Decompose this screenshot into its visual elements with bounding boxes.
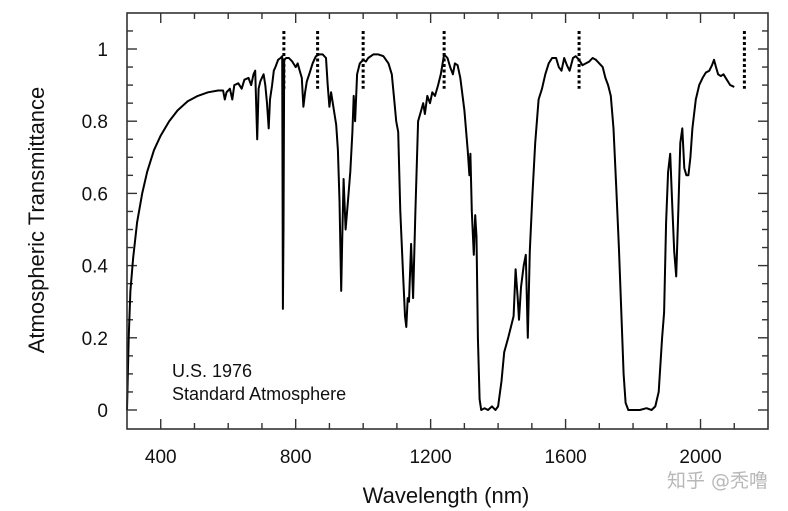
annotation-line-1: U.S. 1976 — [172, 361, 252, 381]
plot-frame — [126, 12, 769, 430]
x-tick-label: 1600 — [544, 447, 586, 468]
axis-ticks — [127, 13, 768, 429]
y-tick-label: 1 — [97, 40, 108, 61]
y-tick-label: 0.4 — [82, 257, 109, 278]
x-tick-labels: 400 800 1200 1600 2000 — [145, 447, 722, 468]
y-tick-label: 0.8 — [82, 112, 108, 133]
y-axis-title: Atmospheric Transmittance — [24, 87, 49, 354]
series-line-transmittance — [126, 53, 735, 411]
x-tick-label: 400 — [145, 447, 177, 468]
x-axis-title: Wavelength (nm) — [363, 483, 530, 508]
y-tick-label: 0.6 — [82, 184, 108, 205]
x-tick-label: 800 — [280, 447, 312, 468]
annotation-line-2: Standard Atmosphere — [172, 384, 346, 404]
y-tick-labels: 0 0.2 0.4 0.6 0.8 1 — [82, 40, 109, 422]
watermark: 知乎 @秃噜 — [667, 470, 768, 492]
y-tick-label: 0 — [97, 401, 108, 422]
x-tick-label: 1200 — [409, 447, 451, 468]
marker-lines — [282, 30, 746, 89]
x-tick-label: 2000 — [679, 447, 721, 468]
y-tick-label: 0.2 — [82, 329, 108, 350]
